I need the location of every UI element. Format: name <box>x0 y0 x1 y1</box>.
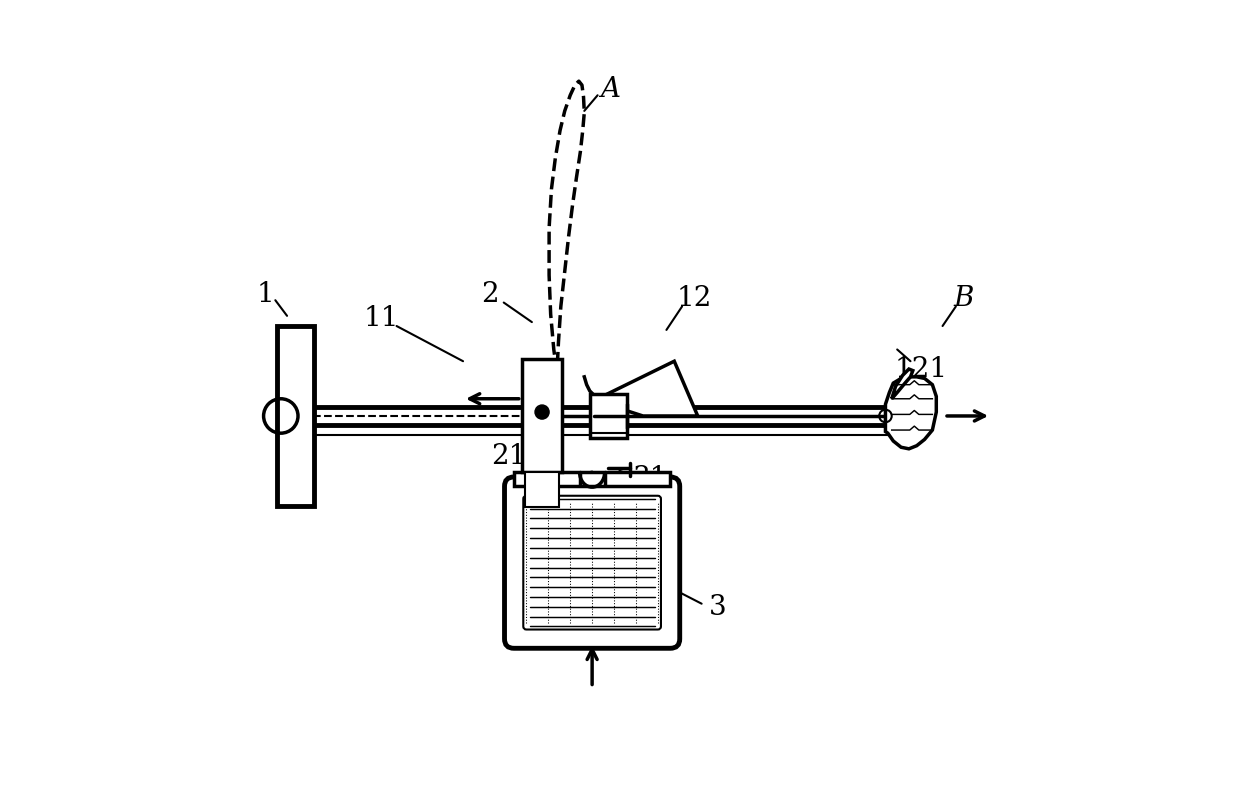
Text: 2: 2 <box>482 281 499 309</box>
FancyBboxPatch shape <box>504 477 680 648</box>
Text: 21: 21 <box>491 444 527 470</box>
Bar <box>590 394 627 438</box>
Bar <box>514 473 670 487</box>
Polygon shape <box>886 377 937 449</box>
Bar <box>522 359 563 473</box>
Text: A: A <box>600 76 620 104</box>
Text: B: B <box>954 285 974 312</box>
Text: 1: 1 <box>256 281 274 309</box>
Text: 31: 31 <box>633 465 669 492</box>
Text: 3: 3 <box>709 594 726 621</box>
Text: 121: 121 <box>895 356 948 382</box>
Text: 12: 12 <box>676 285 711 312</box>
Circle shape <box>535 405 549 419</box>
Polygon shape <box>595 361 698 416</box>
Polygon shape <box>892 369 913 399</box>
Bar <box>525 473 559 507</box>
Bar <box>276 326 315 506</box>
Text: 11: 11 <box>363 305 399 332</box>
